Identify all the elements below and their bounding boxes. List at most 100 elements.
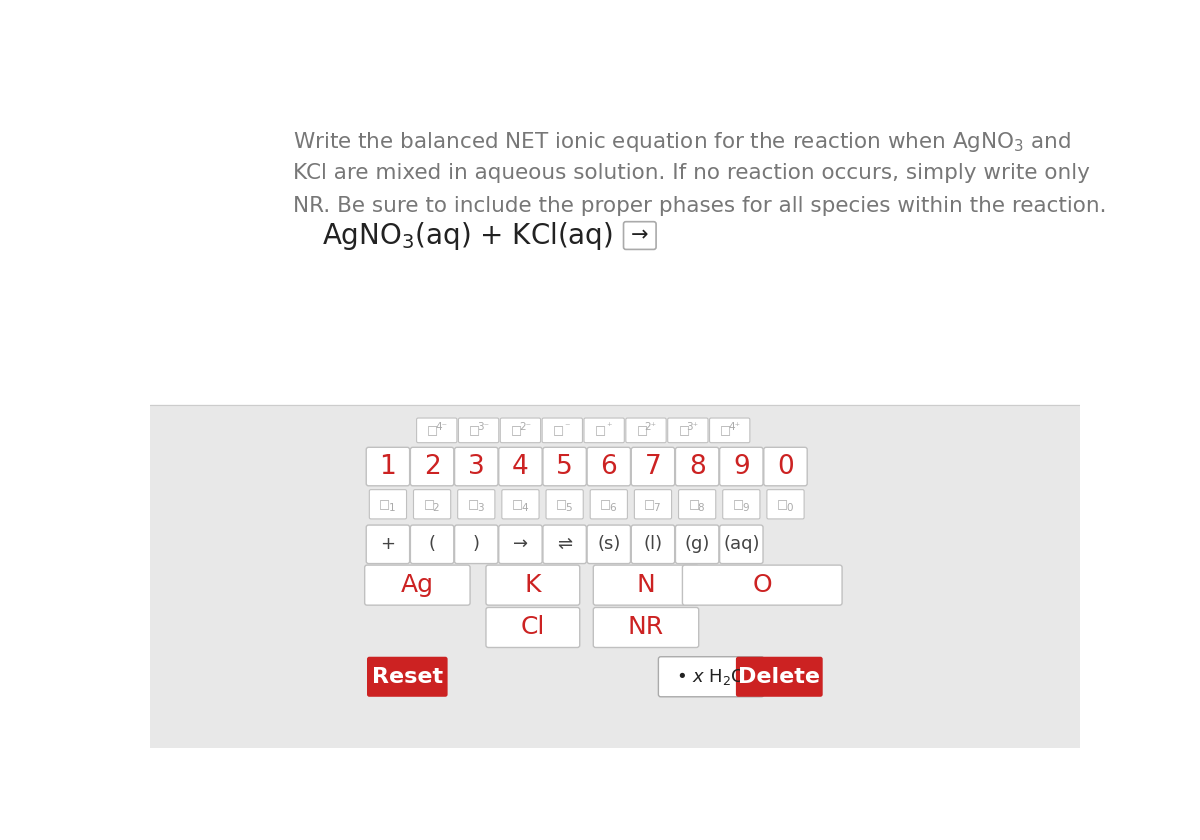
FancyBboxPatch shape [455, 447, 498, 486]
FancyBboxPatch shape [502, 490, 539, 519]
Text: NR. Be sure to include the proper phases for all species within the reaction.: NR. Be sure to include the proper phases… [293, 197, 1106, 216]
Text: 9: 9 [733, 454, 750, 480]
FancyBboxPatch shape [659, 657, 764, 697]
FancyBboxPatch shape [593, 607, 698, 648]
FancyBboxPatch shape [542, 418, 582, 443]
FancyBboxPatch shape [626, 418, 666, 443]
Text: (: ( [428, 535, 436, 554]
FancyBboxPatch shape [631, 525, 674, 564]
Text: □: □ [427, 425, 438, 438]
Text: □: □ [511, 425, 522, 438]
Text: 3: 3 [476, 503, 484, 513]
FancyBboxPatch shape [736, 657, 823, 697]
Text: □: □ [636, 425, 648, 438]
Text: 8: 8 [689, 454, 706, 480]
Text: □: □ [511, 499, 523, 512]
Text: 3: 3 [468, 454, 485, 480]
FancyBboxPatch shape [764, 447, 808, 486]
FancyBboxPatch shape [590, 490, 628, 519]
Text: 2⁻: 2⁻ [520, 423, 532, 433]
Text: □: □ [689, 499, 700, 512]
Text: □: □ [600, 499, 611, 512]
Text: +: + [380, 535, 396, 554]
Text: 7: 7 [644, 454, 661, 480]
FancyBboxPatch shape [631, 447, 674, 486]
Text: Ag: Ag [401, 573, 434, 597]
Text: □: □ [469, 425, 480, 438]
Text: 2⁺: 2⁺ [644, 423, 656, 433]
FancyBboxPatch shape [722, 490, 760, 519]
Text: NR: NR [628, 616, 664, 639]
Text: 3⁻: 3⁻ [478, 423, 490, 433]
FancyBboxPatch shape [587, 525, 630, 564]
Text: 9: 9 [742, 503, 749, 513]
Text: □: □ [776, 499, 788, 512]
Text: □: □ [678, 425, 690, 438]
Text: 1: 1 [379, 454, 396, 480]
FancyBboxPatch shape [500, 418, 541, 443]
Text: □: □ [553, 425, 564, 438]
Text: Cl: Cl [521, 616, 545, 639]
FancyBboxPatch shape [767, 490, 804, 519]
Text: □: □ [468, 499, 479, 512]
Text: 0: 0 [786, 503, 793, 513]
Text: □: □ [379, 499, 390, 512]
Bar [150, 405, 1080, 748]
FancyBboxPatch shape [416, 418, 457, 443]
Text: 3⁺: 3⁺ [686, 423, 698, 433]
FancyBboxPatch shape [720, 525, 763, 564]
Text: 8: 8 [697, 503, 704, 513]
FancyBboxPatch shape [366, 447, 409, 486]
Text: ): ) [473, 535, 480, 554]
Text: 0: 0 [778, 454, 794, 480]
Text: □: □ [644, 499, 655, 512]
Text: →: → [512, 535, 528, 554]
FancyBboxPatch shape [457, 490, 494, 519]
Text: 4⁺: 4⁺ [728, 423, 740, 433]
FancyBboxPatch shape [709, 418, 750, 443]
FancyBboxPatch shape [410, 525, 454, 564]
Text: 4: 4 [521, 503, 528, 513]
Text: 1: 1 [389, 503, 395, 513]
FancyBboxPatch shape [366, 525, 409, 564]
Text: □: □ [595, 425, 606, 438]
Text: □: □ [733, 499, 744, 512]
FancyBboxPatch shape [676, 525, 719, 564]
FancyBboxPatch shape [667, 418, 708, 443]
Text: 4: 4 [512, 454, 529, 480]
Text: KCl are mixed in aqueous solution. If no reaction occurs, simply write only: KCl are mixed in aqueous solution. If no… [293, 163, 1091, 183]
FancyBboxPatch shape [499, 447, 542, 486]
FancyBboxPatch shape [486, 607, 580, 648]
FancyBboxPatch shape [486, 565, 580, 605]
Text: Delete: Delete [738, 667, 821, 687]
Bar [150, 101, 1080, 405]
Text: □: □ [424, 499, 434, 512]
FancyBboxPatch shape [678, 490, 715, 519]
Text: 7: 7 [654, 503, 660, 513]
FancyBboxPatch shape [635, 490, 672, 519]
FancyBboxPatch shape [367, 657, 448, 697]
Text: AgNO$_3$(aq) + KCl(aq): AgNO$_3$(aq) + KCl(aq) [322, 219, 616, 251]
FancyBboxPatch shape [676, 447, 719, 486]
Text: K: K [524, 573, 541, 597]
Text: 4⁻: 4⁻ [436, 423, 448, 433]
Text: N: N [637, 573, 655, 597]
Text: 2: 2 [433, 503, 439, 513]
Text: ⁺: ⁺ [606, 423, 612, 433]
Text: Reset: Reset [372, 667, 443, 687]
FancyBboxPatch shape [414, 490, 451, 519]
FancyBboxPatch shape [720, 447, 763, 486]
FancyBboxPatch shape [584, 418, 624, 443]
FancyBboxPatch shape [410, 447, 454, 486]
Text: □: □ [556, 499, 568, 512]
Text: (aq): (aq) [724, 535, 760, 554]
Text: O: O [752, 573, 772, 597]
Text: 2: 2 [424, 454, 440, 480]
Text: 5: 5 [565, 503, 572, 513]
Text: (g): (g) [684, 535, 710, 554]
FancyBboxPatch shape [499, 525, 542, 564]
Text: • $x$ H$_2$O: • $x$ H$_2$O [676, 667, 746, 687]
FancyBboxPatch shape [683, 565, 842, 605]
Text: 6: 6 [610, 503, 616, 513]
FancyBboxPatch shape [458, 418, 499, 443]
